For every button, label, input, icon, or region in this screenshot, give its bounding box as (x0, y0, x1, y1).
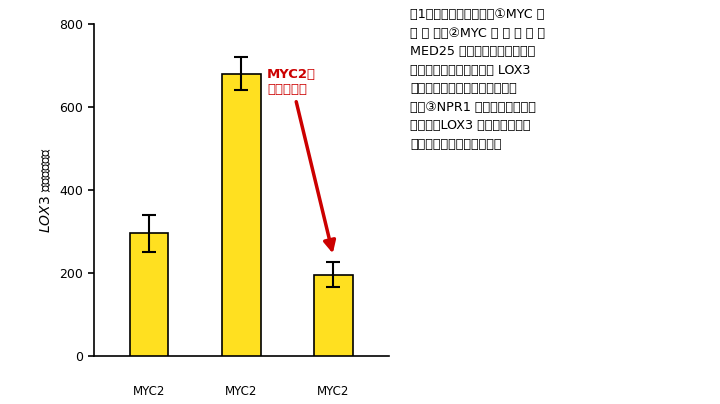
Text: MYC2の
機能低下！: MYC2の 機能低下！ (267, 68, 334, 250)
Bar (222, 74, 261, 356)
Text: MYC2: MYC2 (318, 385, 350, 398)
Bar (314, 275, 353, 356)
Y-axis label: $\it{LOX3}$ 遺伝子の活性: $\it{LOX3}$ 遺伝子の活性 (39, 147, 53, 233)
Bar (130, 234, 168, 356)
Text: MYC2: MYC2 (132, 385, 165, 398)
Text: 図1．　植物細胞内で、①MYC 転
写 因 子、②MYC 転 写 因 子 と
MED25 タンパク質を発現する
と、虧害防除に関連する LOX3
遠伝子の活性が: 図1． 植物細胞内で、①MYC 転 写 因 子、②MYC 転 写 因 子 と M… (410, 8, 546, 151)
Text: MYC2: MYC2 (225, 385, 257, 398)
